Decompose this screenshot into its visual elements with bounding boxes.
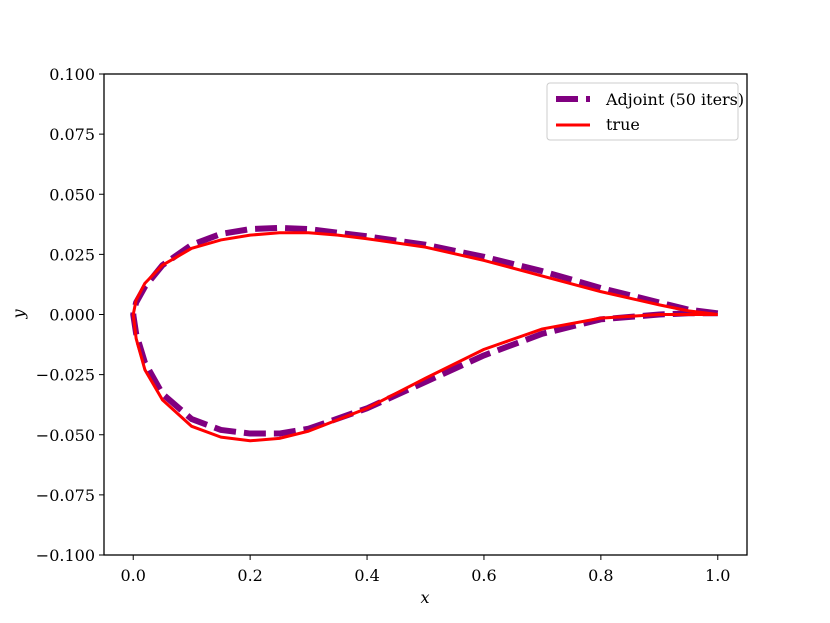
series-line-true bbox=[131, 231, 718, 443]
y-tick-label: −0.100 bbox=[36, 546, 95, 565]
y-tick-label: 0.025 bbox=[49, 245, 95, 264]
legend: Adjoint (50 iters) true bbox=[546, 82, 744, 141]
x-tick-label: 0.8 bbox=[588, 566, 613, 585]
y-tick-label: −0.050 bbox=[36, 426, 95, 445]
series-layer bbox=[130, 224, 719, 443]
legend-label-true: true bbox=[606, 115, 640, 134]
series-line-adjoint bbox=[130, 224, 719, 437]
x-axis-ticks: 0.0 0.2 0.4 0.6 0.8 1.0 bbox=[121, 555, 730, 585]
x-axis-label: x bbox=[420, 588, 429, 607]
y-tick-label: 0.000 bbox=[49, 306, 95, 325]
y-axis-ticks: −0.100 −0.075 −0.050 −0.025 0.000 0.025 0.050 0… bbox=[36, 65, 104, 565]
y-tick-label: −0.075 bbox=[36, 486, 95, 505]
legend-label-adjoint: Adjoint (50 iters) bbox=[605, 90, 744, 109]
x-tick-label: 0.4 bbox=[354, 566, 379, 585]
legend-box bbox=[546, 82, 739, 141]
x-tick-label: 0.0 bbox=[121, 566, 146, 585]
y-axis-label: y bbox=[9, 309, 28, 320]
y-tick-label: −0.025 bbox=[36, 366, 95, 385]
x-tick-label: 1.0 bbox=[705, 566, 730, 585]
y-tick-label: 0.050 bbox=[49, 185, 95, 204]
y-tick-label: 0.100 bbox=[49, 65, 95, 84]
y-tick-label: 0.075 bbox=[49, 125, 95, 144]
x-tick-label: 0.2 bbox=[237, 566, 262, 585]
x-tick-label: 0.6 bbox=[471, 566, 496, 585]
